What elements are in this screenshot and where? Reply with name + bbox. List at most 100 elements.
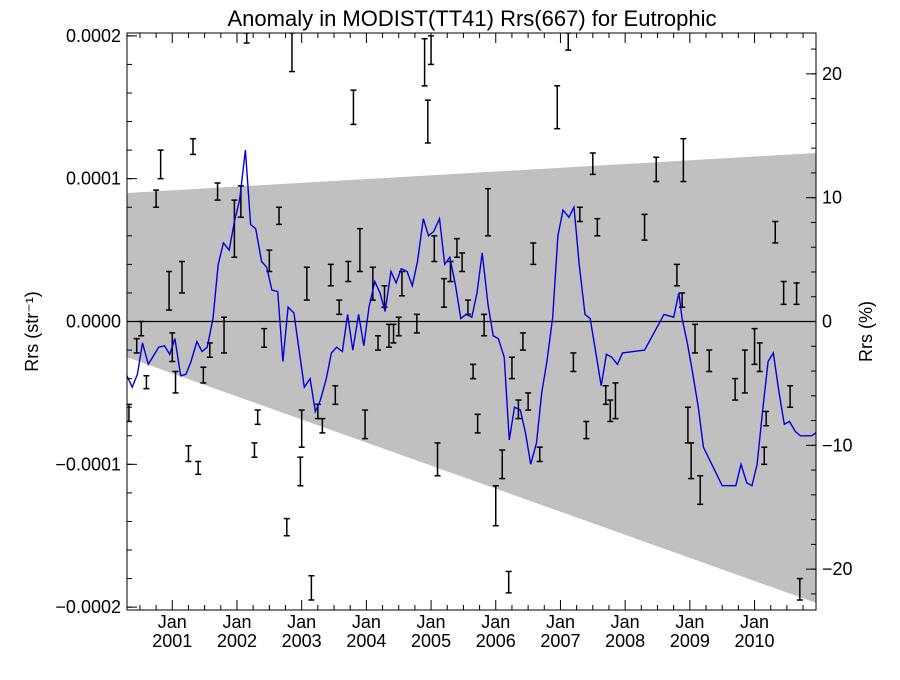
error-bar: [751, 327, 758, 366]
chart-title: Anomaly in MODIST(TT41) Rrs(667) for Eut…: [227, 6, 716, 31]
error-bar: [706, 349, 713, 373]
error-bar: [505, 570, 512, 594]
error-bar: [692, 323, 699, 354]
x-tick-label-month: Jan: [287, 612, 316, 632]
error-bar: [589, 152, 596, 176]
error-bar: [133, 337, 140, 354]
error-bar: [157, 149, 164, 180]
error-bar: [276, 206, 283, 226]
y-right-tick-label: −10: [822, 435, 853, 455]
error-bar: [780, 280, 787, 306]
error-bar: [395, 316, 402, 337]
error-bar: [530, 242, 537, 266]
error-bar: [761, 446, 768, 466]
error-bar: [602, 385, 609, 406]
error-bar: [525, 392, 532, 411]
error-bar: [732, 377, 739, 401]
y-right-tick-label: 20: [822, 64, 842, 84]
series-line: [127, 150, 816, 487]
error-bar: [251, 442, 258, 458]
x-tick-label-year: 2004: [346, 631, 386, 651]
x-tick-label-year: 2008: [605, 631, 645, 651]
error-bar: [178, 260, 185, 294]
error-bar: [189, 137, 196, 156]
error-bar: [772, 220, 779, 244]
x-tick-label-month: Jan: [546, 612, 575, 632]
x-tick-label-year: 2009: [670, 631, 710, 651]
y-left-tick-label: −0.0001: [55, 454, 121, 474]
error-bar: [763, 410, 770, 427]
error-bar: [697, 474, 704, 506]
error-bar: [185, 445, 192, 463]
x-tick-label-year: 2002: [217, 631, 257, 651]
error-bar: [474, 413, 481, 434]
plot-clipped-group: [127, 33, 816, 603]
x-tick-label-year: 2010: [735, 631, 775, 651]
error-bar: [143, 375, 150, 390]
error-bar: [283, 517, 290, 537]
error-bar: [787, 385, 794, 408]
error-bar: [319, 417, 326, 434]
error-bar: [356, 227, 363, 273]
error-bar: [583, 420, 590, 440]
error-bar: [434, 442, 441, 477]
x-tick-label-month: Jan: [611, 612, 640, 632]
error-bar: [413, 313, 420, 334]
error-bar: [459, 252, 466, 273]
x-tick-label-year: 2005: [411, 631, 451, 651]
x-tick-label-month: Jan: [352, 612, 381, 632]
x-tick-label-month: Jan: [417, 612, 446, 632]
y-left-tick-label: 0.0001: [66, 169, 121, 189]
error-bar: [673, 263, 680, 287]
x-tick-label-year: 2001: [152, 631, 192, 651]
error-bar: [336, 299, 343, 316]
error-bar: [345, 260, 352, 283]
error-bar: [200, 366, 207, 384]
error-bar: [536, 446, 543, 463]
y-left-tick-label: −0.0002: [55, 597, 121, 617]
error-bar: [688, 442, 695, 480]
y-right-tick-label: 10: [822, 188, 842, 208]
x-tick-label-month: Jan: [481, 612, 510, 632]
y-left-tick-label: 0.0000: [66, 312, 121, 332]
error-bar: [576, 206, 583, 223]
error-bar: [390, 323, 397, 344]
error-bar: [741, 349, 748, 394]
error-bar: [441, 277, 448, 308]
error-bar: [431, 235, 438, 263]
error-bar: [424, 99, 431, 144]
y-left-tick-label: 0.0002: [66, 26, 121, 46]
error-bar: [288, 33, 295, 73]
error-bar: [470, 363, 477, 380]
error-bar: [612, 382, 619, 420]
error-bar: [554, 85, 561, 130]
x-tick-label-month: Jan: [675, 612, 704, 632]
error-bar: [375, 335, 382, 351]
error-bar: [138, 320, 145, 337]
error-bar: [297, 456, 304, 487]
error-bar: [607, 399, 614, 423]
error-bar: [421, 37, 428, 87]
error-bar: [594, 217, 601, 237]
x-tick-label-year: 2007: [540, 631, 580, 651]
error-bar: [481, 313, 488, 337]
x-tick-label-month: Jan: [158, 612, 187, 632]
error-bar: [308, 574, 315, 601]
error-bar: [254, 409, 261, 426]
error-bar: [231, 199, 238, 258]
error-bar: [221, 316, 228, 354]
x-tick-label-month: Jan: [222, 612, 251, 632]
error-bar: [570, 352, 577, 373]
error-bar: [332, 385, 339, 406]
error-bar: [303, 266, 310, 301]
error-bar: [680, 137, 687, 183]
x-tick-label-year: 2003: [282, 631, 322, 651]
error-bar: [484, 187, 491, 237]
y-axis-label-left: Rrs (str⁻¹): [22, 291, 42, 371]
error-bar: [519, 332, 526, 351]
error-bar: [756, 342, 763, 373]
error-bar: [508, 356, 515, 380]
y-right-tick-label: −20: [822, 559, 853, 579]
